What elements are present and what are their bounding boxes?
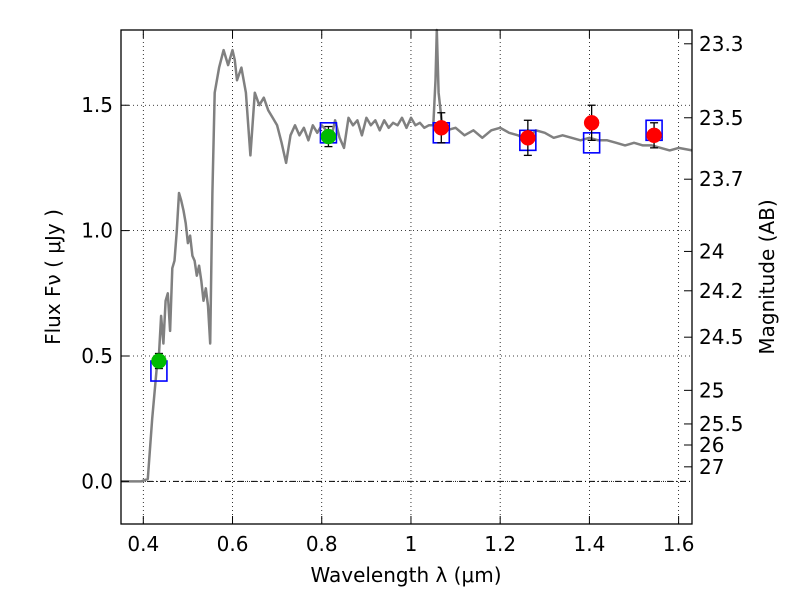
observed-red-point xyxy=(433,120,450,136)
x-tick-label: 1 xyxy=(405,532,418,556)
y-tick-label: 0.5 xyxy=(81,344,113,368)
plot-frame xyxy=(120,29,693,525)
y2-tick-label: 25 xyxy=(699,378,724,402)
y-tick-label: 0.0 xyxy=(81,469,113,493)
x-tick-label: 1.6 xyxy=(663,532,695,556)
axis-ticks: 0.4 0.6 0.8 1 1.2 1.4 1.6 0.0 0.5 1.0 1.5 23.3 23.5 2… xyxy=(81,30,744,556)
y2-tick-label: 27 xyxy=(699,455,724,479)
x-tick-label: 0.6 xyxy=(217,532,249,556)
y2-tick-label: 23.5 xyxy=(699,106,744,130)
y2-tick-label: 24.2 xyxy=(699,279,744,303)
y2-axis-label: Magnitude (AB) xyxy=(755,199,779,354)
y-tick-label: 1.5 xyxy=(81,93,113,117)
x-tick-label: 1.4 xyxy=(573,532,605,556)
y2-tick-label: 23.3 xyxy=(699,32,744,56)
y2-tick-label: 24.5 xyxy=(699,325,744,349)
observed-red-point xyxy=(520,130,536,146)
y2-tick-label: 23.7 xyxy=(699,167,744,191)
x-tick-label: 1.2 xyxy=(484,532,516,556)
y2-tick-label: 26 xyxy=(699,433,724,457)
x-tick-label: 0.8 xyxy=(306,532,338,556)
x-tick-label: 0.4 xyxy=(127,532,159,556)
y2-tick-label: 24 xyxy=(699,239,724,263)
y2-tick-label: 25.5 xyxy=(699,412,744,436)
observed-green-point xyxy=(320,128,337,145)
photometry-markers xyxy=(150,104,663,382)
observed-red-point xyxy=(583,115,600,131)
plot-background xyxy=(121,30,692,524)
observed-red-point xyxy=(646,127,662,144)
x-axis-label: Wavelength λ (μm) xyxy=(310,563,501,587)
y-tick-label: 1.0 xyxy=(81,219,113,243)
y-axis-label: Flux Fν ( μJy ) xyxy=(41,209,65,345)
observed-green-point xyxy=(151,353,167,369)
